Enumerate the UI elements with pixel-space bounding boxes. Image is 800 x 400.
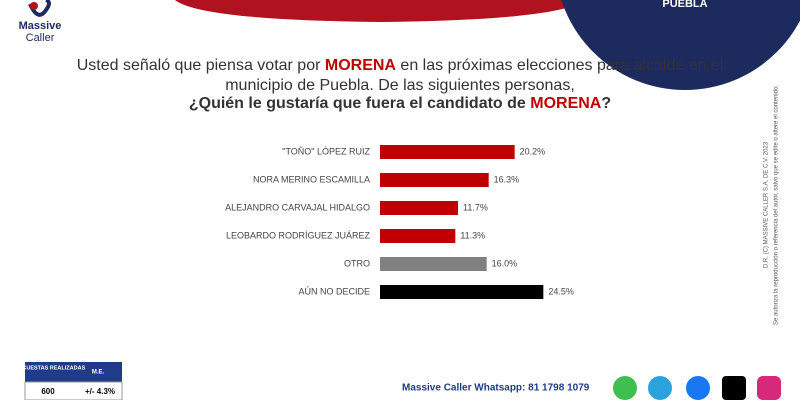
category-label: LEOBARDO RODRÍGUEZ JUÁREZ (226, 230, 371, 240)
facebook-icon[interactable] (686, 376, 710, 400)
contact: Massive Caller Whatsapp: 81 1798 1079 (402, 383, 590, 394)
bar (380, 145, 515, 159)
category-label: NORA MERINO ESCAMILLA (253, 174, 370, 184)
bar (380, 201, 458, 215)
sidebar: D.R. (C) MASSIVE CALLER S.A. DE C.V. 202… (764, 85, 780, 325)
question-segment: MORENA (325, 57, 397, 74)
bar (380, 257, 487, 271)
question-segment: MORENA (530, 95, 602, 112)
value-label: 24.5% (548, 286, 574, 296)
table-cell: +/- 4.3% (85, 387, 115, 396)
bar (380, 229, 456, 243)
region: PUEBLA (662, 0, 707, 10)
value-label: 16.0% (492, 258, 518, 268)
question-segment: en las próximas elecciones para alcalde … (396, 57, 723, 74)
telegram-icon[interactable] (648, 376, 672, 400)
question-segment: ¿Quién le gustaría que fuera el candidat… (189, 95, 530, 112)
table-row (24, 381, 123, 400)
table-cell: 600 (41, 387, 55, 396)
logo-icon (28, 0, 51, 17)
category-label: ALEJANDRO CARVAJAL HIDALGO (225, 202, 370, 212)
question-segment: municipio de Puebla. De las siguientes p… (225, 77, 575, 94)
table-header (25, 362, 122, 382)
region-badge (561, 0, 800, 90)
table-header-text: ENCUESTAS REALIZADAS (15, 365, 86, 371)
question-segment: ? (601, 95, 611, 112)
sidebar-text: Se autoriza la reproducción o referencia… (774, 85, 780, 325)
question-line: ¿Quién le gustaría que fuera el candidat… (189, 95, 611, 112)
question-segment: Usted señaló que piensa votar por (77, 57, 325, 74)
value-label: 20.2% (520, 146, 546, 156)
value-label: 16.3% (494, 174, 520, 184)
header-banner (175, 0, 585, 22)
value-label: 11.3% (460, 230, 485, 240)
brand: Massive (19, 20, 62, 32)
category-label: OTRO (344, 258, 370, 268)
value-label: 11.7% (463, 202, 488, 212)
instagram-icon[interactable] (757, 376, 781, 400)
whatsapp-icon[interactable] (613, 376, 637, 400)
table-header-text: M.E. (92, 370, 105, 376)
bar (380, 173, 489, 187)
x-icon[interactable] (722, 376, 746, 400)
question-line: Usted señaló que piensa votar por MORENA… (77, 57, 724, 74)
question-line: municipio de Puebla. De las siguientes p… (225, 77, 575, 94)
sidebar-text: D.R. (C) MASSIVE CALLER S.A. DE C.V. 202… (764, 141, 770, 268)
category-label: "TOÑO" LÓPEZ RUIZ (282, 146, 370, 156)
bar (380, 285, 544, 299)
category-label: AÚN NO DECIDE (298, 286, 370, 296)
logo-dot (30, 2, 38, 10)
brand: Caller (26, 32, 55, 44)
